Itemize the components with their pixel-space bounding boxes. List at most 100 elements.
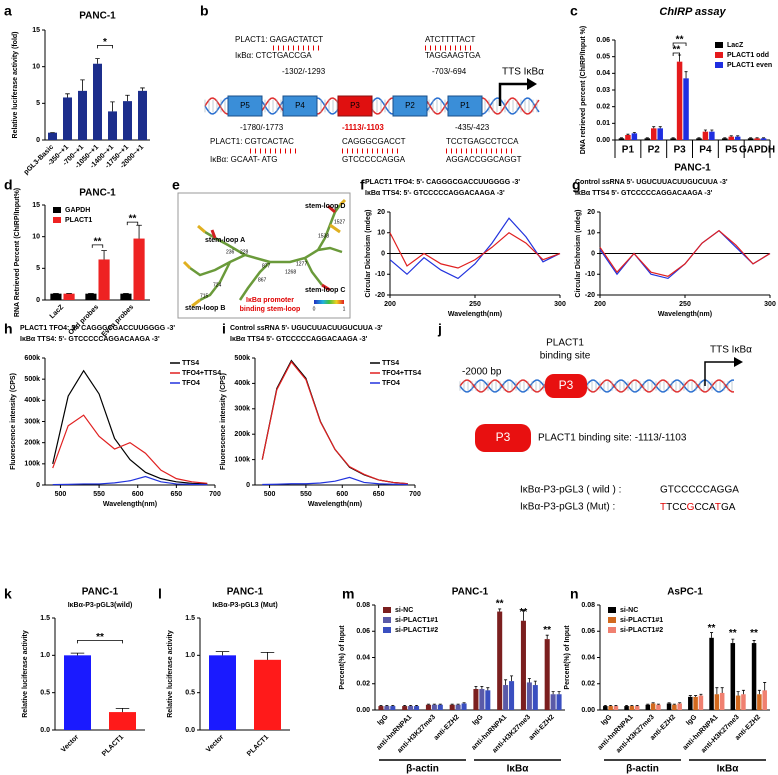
significance-label: ** xyxy=(708,623,716,634)
error-bar xyxy=(762,137,766,139)
caption: binding stem-loop xyxy=(240,306,301,313)
error-bar xyxy=(101,250,107,260)
error-bar xyxy=(462,702,466,704)
bar xyxy=(455,704,461,710)
significance-label: ** xyxy=(672,45,680,56)
error-bar xyxy=(619,137,623,139)
bar xyxy=(520,620,526,710)
error-bar xyxy=(498,608,502,612)
bar xyxy=(719,692,725,710)
bar xyxy=(120,293,132,300)
y-tick-label: 0.06 xyxy=(581,628,595,635)
y-tick-label: -10 xyxy=(585,271,595,278)
error-bar xyxy=(645,137,649,139)
chart-header: IκBα TTS4: 5'- GTCCCCCAGGACAAGA -3' xyxy=(365,190,505,197)
color-scale xyxy=(314,300,344,304)
bar xyxy=(631,133,638,140)
promoter-box xyxy=(337,95,373,117)
significance-bracket xyxy=(91,244,104,248)
bar xyxy=(93,63,102,140)
bar xyxy=(676,61,683,140)
y-tick-label: 0.00 xyxy=(581,707,595,714)
y-axis-label: RNA Retrieved Percent (ChIRP/Input%) xyxy=(14,188,21,317)
bar xyxy=(98,259,110,300)
y-tick-label: 20 xyxy=(587,209,595,216)
error-bar xyxy=(723,137,727,139)
x-tick-label: 600 xyxy=(132,491,144,498)
stem-loop-label: stem-loop A xyxy=(205,237,245,244)
y-tick-label: 15 xyxy=(32,27,40,34)
x-tick-label: P1 xyxy=(622,145,635,156)
x-tick-label: GAPDH xyxy=(739,145,775,156)
significance-label: * xyxy=(103,37,107,48)
x-tick-label: 250 xyxy=(469,301,481,308)
bar xyxy=(402,706,408,710)
error-bar xyxy=(438,703,442,705)
y-axis-label: Fluorescence intensity (CPS) xyxy=(220,373,227,470)
group-label: IκBα xyxy=(717,764,740,775)
bar xyxy=(48,132,57,140)
error-bar xyxy=(136,224,142,239)
promoter-name: P4 xyxy=(295,101,305,110)
bar xyxy=(751,643,757,710)
position-label: 236 xyxy=(226,249,235,255)
error-bar xyxy=(70,652,85,656)
bar xyxy=(760,138,767,140)
panel-label: i xyxy=(222,321,226,337)
significance-label: ** xyxy=(676,35,684,46)
significance-label: ** xyxy=(94,237,102,248)
y-tick-label: 0.0 xyxy=(185,727,195,734)
significance-bracket xyxy=(77,640,123,644)
position-label: 877 xyxy=(262,263,271,269)
error-bar xyxy=(379,705,383,707)
bar xyxy=(384,706,390,710)
error-bar xyxy=(391,705,395,707)
promoter-name: P2 xyxy=(405,101,415,110)
wild-label: IκBα-P3-pGL3 ( wild ) : xyxy=(520,485,621,496)
bar xyxy=(108,111,117,140)
legend-label: si-NC xyxy=(620,607,638,614)
x-axis-label: Wavelength(nm) xyxy=(448,311,502,318)
scale-label: 0 xyxy=(313,306,316,312)
bar xyxy=(683,78,689,140)
y-tick-label: 1.0 xyxy=(40,652,50,659)
caption: IκBα promoter xyxy=(246,297,294,304)
y-tick-label: 0.02 xyxy=(581,681,595,688)
site-position: -1302/-1293 xyxy=(282,67,326,76)
y-tick-label: 0.06 xyxy=(356,628,370,635)
bar xyxy=(666,703,672,710)
site-sequence: CAGGGCGACCT xyxy=(342,137,406,146)
error-bar xyxy=(703,129,707,132)
bar xyxy=(656,704,661,710)
bar xyxy=(629,706,635,710)
legend-swatch xyxy=(608,627,616,633)
chart-title: PANC-1 xyxy=(79,11,116,22)
x-tick-label: 550 xyxy=(300,491,312,498)
legend-label: TFO4+TTS4 xyxy=(182,370,221,377)
bar xyxy=(63,293,75,300)
y-tick-label: 400k xyxy=(234,380,250,387)
chart-header: Control ssRNA 5'- UGUCUUACUUGUCUUA -3' xyxy=(230,325,383,332)
bar xyxy=(408,706,414,710)
error-bar xyxy=(684,71,688,79)
site-sequence: ATCTTTTACT xyxy=(425,35,475,44)
error-bar xyxy=(545,634,549,640)
legend-label: si-PLACT1#1 xyxy=(620,617,663,624)
bar xyxy=(624,706,629,710)
y-axis-label: Circular Dichroism (mdeg) xyxy=(575,210,582,298)
mut-part: T xyxy=(715,502,721,513)
chart-title: PANC-1 xyxy=(227,587,264,598)
line xyxy=(52,414,208,484)
bar xyxy=(133,238,145,300)
error-bar xyxy=(403,705,407,707)
chart-title: PANC-1 xyxy=(82,587,119,598)
error-bar xyxy=(741,689,745,695)
significance-label: ** xyxy=(520,607,528,618)
bar xyxy=(625,135,631,140)
panel-label: l xyxy=(158,586,162,602)
y-axis-label: Percent(%) of Input xyxy=(564,625,571,690)
x-tick-label: 500 xyxy=(55,491,67,498)
promoter-box xyxy=(282,95,318,117)
y-tick-label: 1.5 xyxy=(185,615,195,622)
legend-label: TFO4 xyxy=(182,380,200,387)
